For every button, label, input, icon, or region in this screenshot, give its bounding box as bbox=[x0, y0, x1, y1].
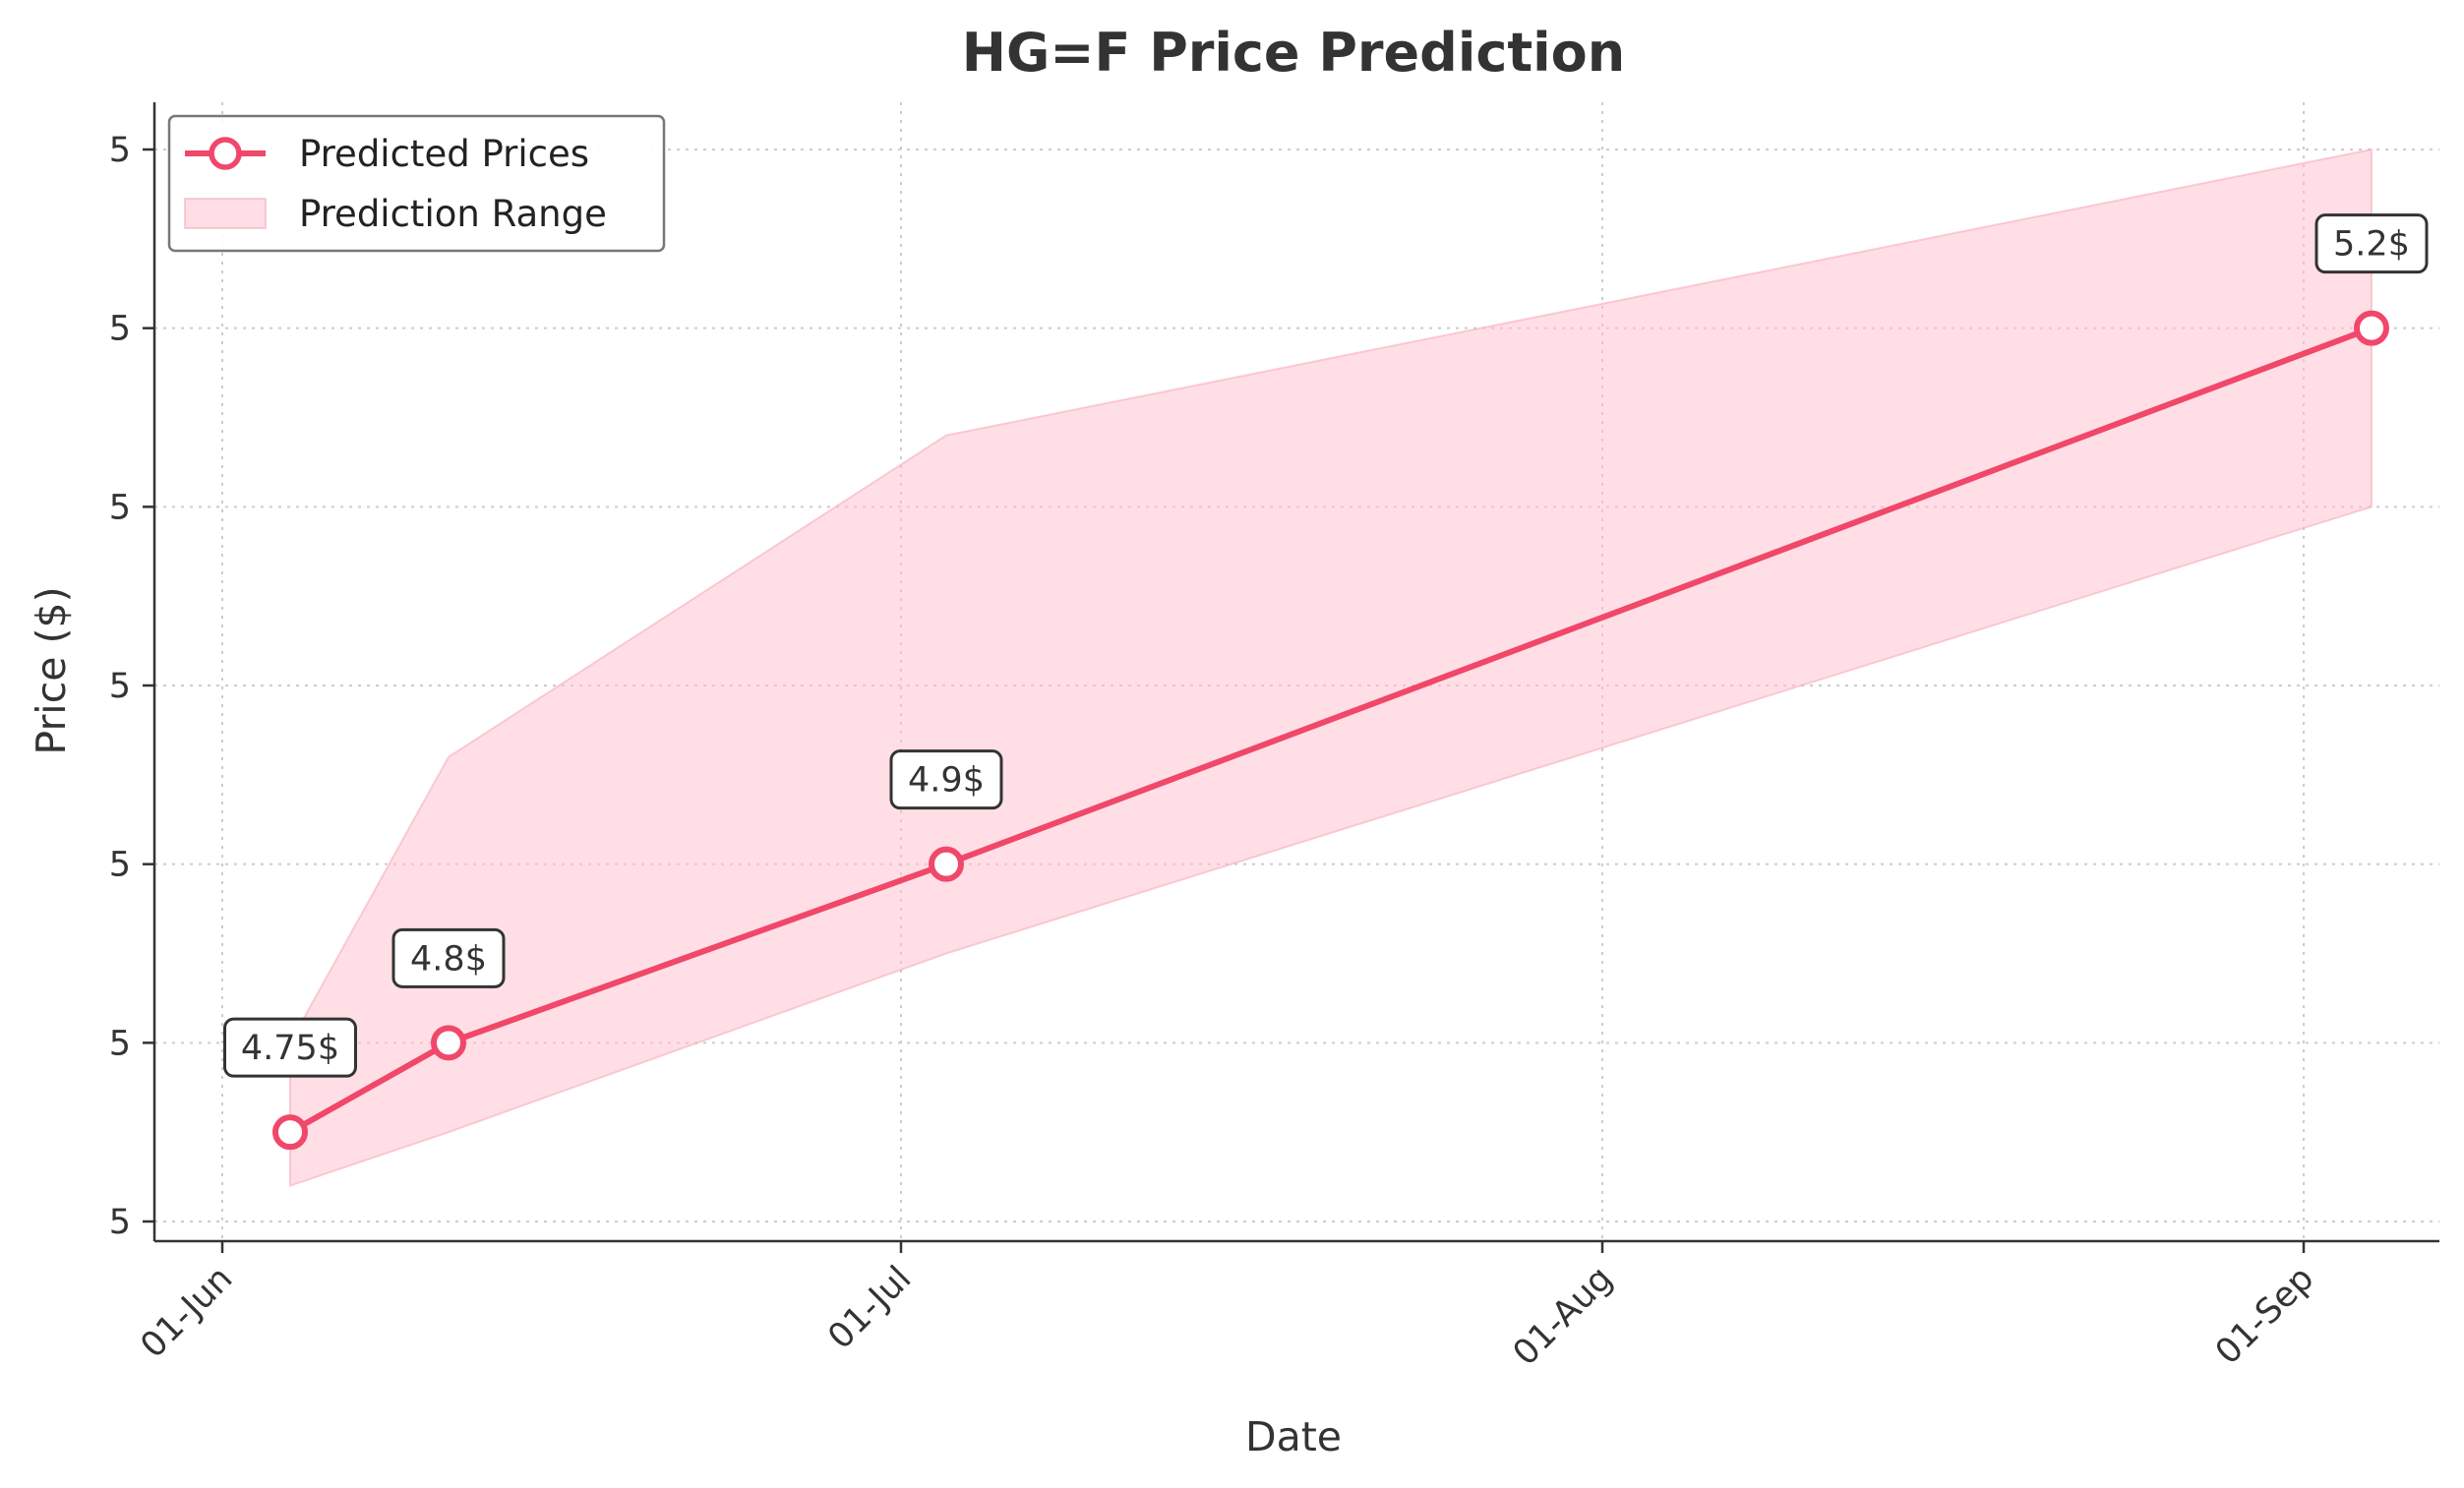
data-label: 4.8$ bbox=[410, 939, 487, 979]
x-tick-label: 01-Sep bbox=[2208, 1259, 2321, 1372]
legend-marker-swatch bbox=[209, 137, 242, 170]
y-tick-label: 5 bbox=[109, 667, 131, 706]
predicted-price-point bbox=[431, 1025, 466, 1061]
legend: Predicted Prices Prediction Range bbox=[167, 114, 666, 253]
legend-label-range: Prediction Range bbox=[299, 193, 607, 235]
predicted-price-polyline bbox=[288, 325, 2374, 1135]
y-tick-label: 5 bbox=[109, 131, 131, 170]
chart-title: HG=F Price Prediction bbox=[962, 22, 1625, 84]
data-label-box bbox=[2314, 213, 2429, 274]
x-tick-label: 01-Jul bbox=[820, 1259, 919, 1357]
data-label: 5.2$ bbox=[2333, 225, 2410, 265]
y-tick-label: 5 bbox=[109, 1024, 131, 1063]
x-axis-label: Date bbox=[1245, 1413, 1342, 1460]
data-label-box bbox=[889, 749, 1003, 810]
x-tick-label: 01-Jun bbox=[134, 1259, 241, 1366]
prediction-range-area bbox=[289, 148, 2373, 1188]
predicted-price-point bbox=[272, 1114, 308, 1151]
y-tick-label: 5 bbox=[109, 488, 131, 527]
prediction-range-band bbox=[289, 148, 2373, 1188]
predicted-price-point bbox=[2354, 310, 2389, 346]
data-label-box bbox=[391, 927, 506, 988]
x-axis-ticks: 01-Jun 01-Jul 01-Aug 01-Sep bbox=[134, 1241, 2321, 1374]
data-labels: 4.75$ 4.8$ 4.9$ 5.2$ bbox=[223, 213, 2429, 1078]
y-tick-label: 5 bbox=[109, 846, 131, 885]
x-tick-label: 01-Aug bbox=[1506, 1259, 1620, 1373]
legend-box bbox=[167, 114, 666, 253]
data-label-box bbox=[223, 1017, 357, 1078]
legend-label-predicted: Predicted Prices bbox=[299, 133, 589, 175]
predicted-price-point bbox=[929, 846, 964, 882]
data-label: 4.75$ bbox=[241, 1029, 339, 1068]
legend-range-swatch bbox=[184, 198, 267, 229]
y-tick-label: 5 bbox=[109, 310, 131, 349]
data-label: 4.9$ bbox=[908, 761, 985, 801]
predicted-price-line bbox=[288, 325, 2374, 1135]
y-tick-label: 5 bbox=[109, 1203, 131, 1242]
predicted-price-points bbox=[272, 310, 2389, 1151]
y-axis-ticks: 5 5 5 5 5 5 5 bbox=[109, 131, 154, 1242]
y-axis-label: Price ($) bbox=[28, 586, 75, 754]
